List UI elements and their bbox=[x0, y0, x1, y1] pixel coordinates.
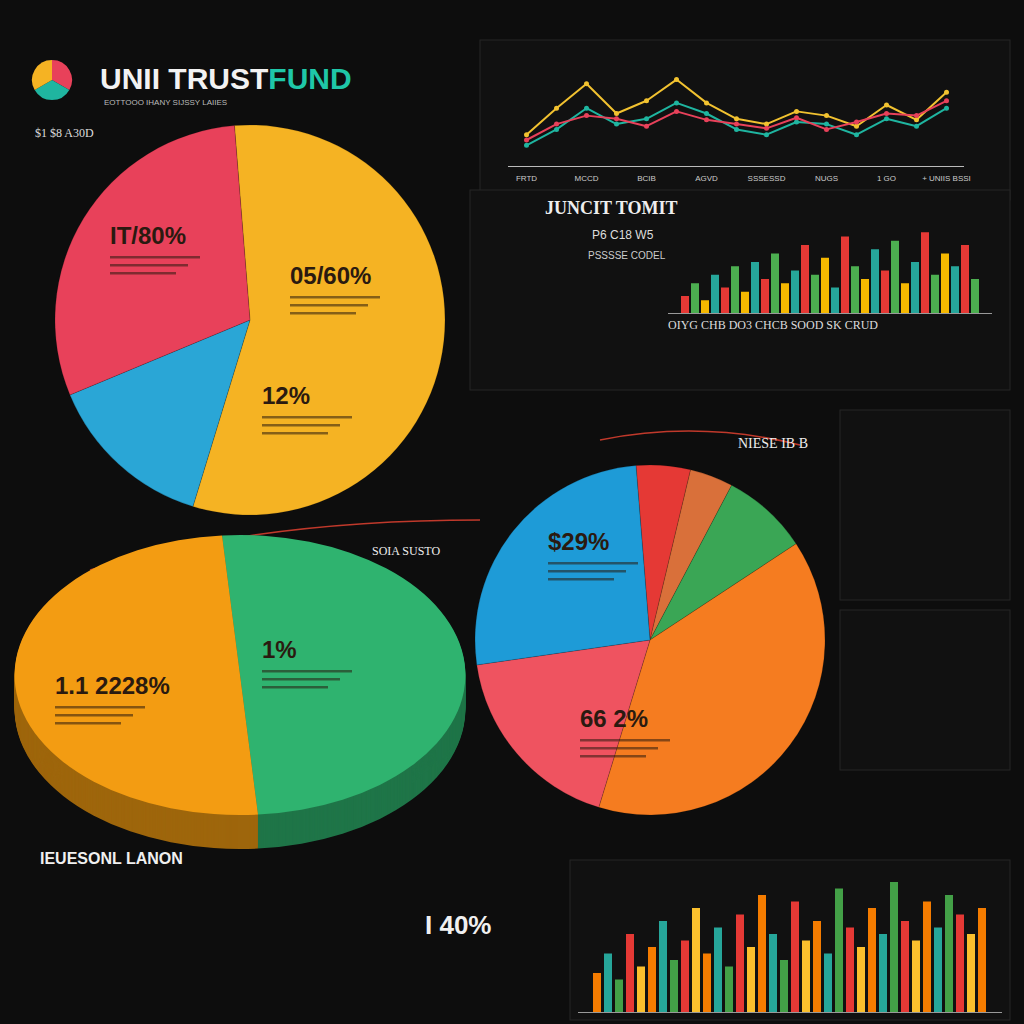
svg-text:AGVD: AGVD bbox=[695, 174, 718, 183]
html-text:IT/80%: IT/80% bbox=[110, 222, 186, 249]
svg-text:MCCD: MCCD bbox=[575, 174, 599, 183]
html-text:12%: 12% bbox=[262, 382, 310, 409]
html-text:1%: 1% bbox=[262, 636, 297, 663]
html-text:$1 $8 A30D: $1 $8 A30D bbox=[35, 126, 94, 140]
svg-text:+ UNIIS BSSI: + UNIIS BSSI bbox=[922, 174, 971, 183]
html-text:JUNCIT TOMIT: JUNCIT TOMIT bbox=[545, 198, 678, 218]
html-text:OIYG CHB DO3 CHCB SOOD SK CRUD: OIYG CHB DO3 CHCB SOOD SK CRUD bbox=[668, 318, 878, 332]
html-text:UNII TRUST FUND: UNII TRUST FUND bbox=[100, 62, 352, 95]
html-text:I 40%: I 40% bbox=[425, 910, 492, 940]
svg-text:FRTD: FRTD bbox=[516, 174, 537, 183]
html-text:EOTTOOO IHANY SIJSSY LAIIES: EOTTOOO IHANY SIJSSY LAIIES bbox=[104, 98, 228, 107]
html-text:$29%: $29% bbox=[548, 528, 610, 555]
svg-text:NUGS: NUGS bbox=[815, 174, 838, 183]
html-text:SOIA SUSTO: SOIA SUSTO bbox=[372, 544, 441, 558]
html-text:66 2%: 66 2% bbox=[580, 705, 649, 732]
svg-text:SSSESSD: SSSESSD bbox=[748, 174, 786, 183]
html-text:P6 C18 W5: P6 C18 W5 bbox=[592, 228, 654, 242]
svg-text:1 GO: 1 GO bbox=[877, 174, 896, 183]
html-text:1.1 2228%: 1.1 2228% bbox=[55, 672, 170, 699]
html-text:IEUESONL LANON: IEUESONL LANON bbox=[40, 850, 183, 867]
svg-text:BCIB: BCIB bbox=[637, 174, 656, 183]
html-text:05/60%: 05/60% bbox=[290, 262, 372, 289]
html-text:NIESE IB B: NIESE IB B bbox=[738, 436, 808, 451]
html-text:PSSSSE CODEL: PSSSSE CODEL bbox=[588, 250, 666, 261]
